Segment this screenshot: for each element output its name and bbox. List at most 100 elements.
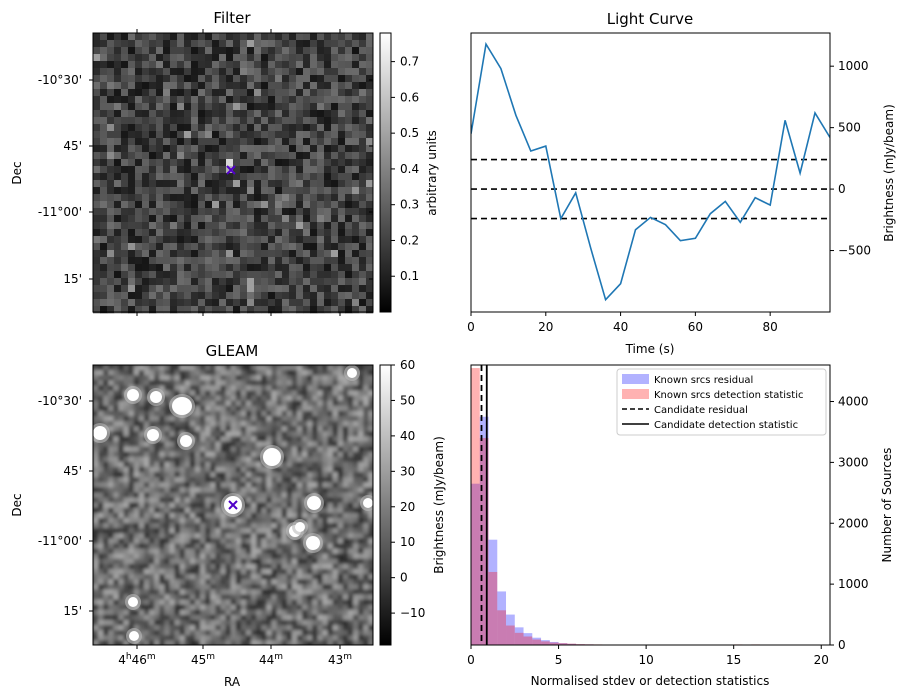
filter-pixel	[310, 61, 318, 69]
gleam-pixel	[342, 436, 349, 442]
gleam-pixel	[317, 467, 323, 473]
gleam-pixel	[251, 472, 257, 478]
gleam-pixel	[159, 599, 165, 605]
gleam-pixel	[240, 594, 247, 600]
gleam-pixel	[149, 451, 155, 458]
filter-pixel	[198, 166, 206, 174]
gleam-pixel	[225, 477, 231, 483]
gleam-pixel	[93, 533, 99, 539]
gleam-pixel	[169, 477, 175, 483]
filter-pixel	[268, 89, 276, 97]
filter-pixel	[310, 110, 318, 118]
filter-pixel	[268, 187, 276, 195]
gleam-pixel	[220, 461, 226, 468]
filter-pixel	[184, 166, 192, 174]
gleam-pixel	[337, 528, 344, 534]
gleam-pixel	[256, 395, 262, 401]
gleam-pixel	[332, 548, 339, 554]
filter-pixel	[107, 159, 115, 167]
filter-pixel	[149, 131, 157, 139]
gleam-pixel	[103, 405, 109, 412]
filter-pixel	[93, 180, 101, 188]
gleam-pixel	[164, 385, 170, 391]
gleam-pixel	[337, 589, 344, 595]
gleam-pixel	[98, 579, 104, 585]
filter-pixel	[212, 208, 220, 216]
histogram-bar-detection	[479, 438, 489, 645]
gleam-pixel	[169, 380, 175, 386]
gleam-pixel	[246, 543, 252, 549]
gleam-pixel	[108, 497, 114, 503]
gleam-pixel	[322, 400, 328, 407]
filter-pixel	[170, 208, 178, 216]
histogram-x-tick-label: 10	[638, 653, 653, 667]
gleam-pixel	[220, 538, 226, 544]
gleam-pixel	[210, 563, 216, 570]
gleam-pixel	[266, 589, 272, 595]
filter-pixel	[331, 208, 339, 216]
gleam-pixel	[322, 477, 328, 483]
gleam-pixel	[98, 365, 104, 371]
gleam-pixel	[98, 523, 104, 529]
filter-pixel	[345, 187, 353, 195]
gleam-pixel	[205, 614, 211, 621]
gleam-pixel	[98, 533, 104, 539]
filter-pixel	[212, 75, 220, 83]
filter-pixel	[310, 180, 318, 188]
filter-pixel	[254, 194, 262, 202]
gleam-pixel	[128, 441, 135, 447]
filter-pixel	[275, 243, 283, 251]
gleam-pixel	[225, 461, 231, 468]
gleam-pixel	[281, 518, 288, 524]
gleam-pixel	[215, 507, 221, 514]
filter-pixel	[135, 166, 143, 174]
gleam-pixel	[286, 512, 293, 519]
gleam-pixel	[195, 620, 201, 626]
gleam-pixel	[276, 507, 282, 514]
gleam-pixel	[271, 604, 277, 611]
gleam-pixel	[154, 492, 160, 498]
gleam-pixel	[98, 472, 104, 478]
gleam-pixel	[179, 467, 186, 473]
filter-pixel	[345, 173, 353, 181]
filter-pixel	[184, 145, 192, 153]
filter-pixel	[303, 222, 311, 230]
gleam-pixel	[113, 497, 119, 503]
gleam-pixel	[353, 390, 359, 396]
gleam-pixel	[144, 589, 150, 595]
filter-pixel	[107, 264, 115, 272]
histogram-bar-residual	[532, 637, 542, 645]
gleam-pixel	[189, 599, 196, 605]
gleam-pixel	[363, 518, 369, 524]
gleam-pixel	[276, 563, 282, 570]
filter-pixel	[149, 96, 157, 104]
gleam-pixel	[179, 451, 186, 458]
filter-pixel	[247, 257, 255, 265]
gleam-pixel	[179, 456, 186, 463]
gleam-pixel	[246, 609, 252, 616]
filter-pixel	[324, 47, 332, 55]
filter-pixel	[303, 61, 311, 69]
gleam-pixel	[368, 584, 373, 590]
gleam-pixel	[297, 375, 303, 381]
gleam-pixel	[189, 477, 196, 483]
gleam-pixel	[281, 507, 288, 514]
filter-pixel	[282, 299, 290, 307]
filter-pixel	[345, 89, 353, 97]
gleam-pixel	[189, 497, 196, 503]
filter-pixel	[135, 124, 143, 132]
filter-pixel	[191, 194, 199, 202]
filter-pixel	[240, 292, 248, 300]
filter-pixel	[107, 152, 115, 160]
gleam-pixel	[159, 436, 165, 442]
gleam-pixel	[98, 614, 104, 621]
gleam-pixel	[246, 569, 252, 575]
gleam-pixel	[317, 487, 323, 493]
gleam-pixel	[174, 548, 180, 554]
filter-pixel	[219, 173, 227, 181]
gleam-pixel	[210, 620, 216, 626]
filter-pixel	[156, 117, 164, 125]
gleam-pixel	[205, 365, 211, 371]
filter-pixel	[100, 145, 108, 153]
lightcurve-frame	[470, 32, 831, 313]
